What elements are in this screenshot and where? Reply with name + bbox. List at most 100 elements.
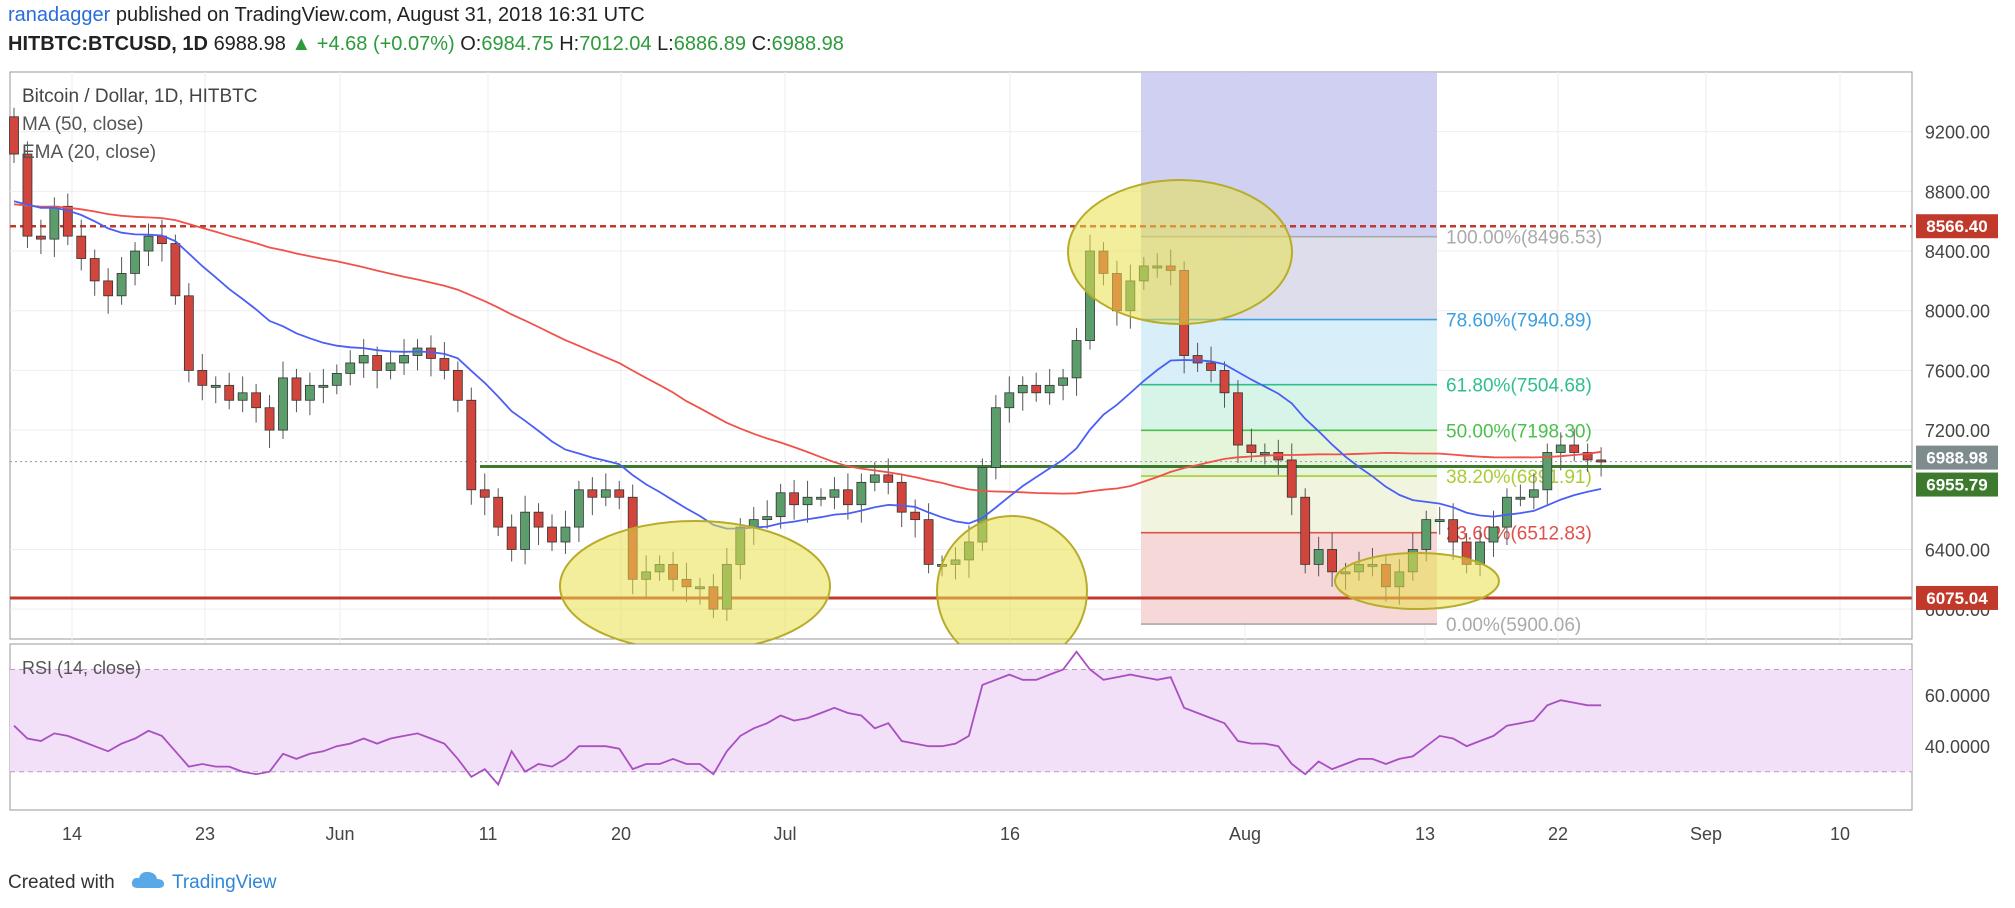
y-tick-label: 8800.00 [1925, 182, 1990, 202]
candle [1004, 392, 1015, 409]
y-tick-label: 9200.00 [1925, 123, 1990, 143]
x-tick-label: Jul [773, 824, 796, 844]
fib-zone [1141, 384, 1437, 431]
y-tick-label: 8400.00 [1925, 242, 1990, 262]
candle [143, 235, 154, 252]
candle [439, 358, 450, 371]
fib-label: 78.60%(7940.89) [1446, 311, 1592, 332]
tradingview-link[interactable]: TradingView [171, 872, 277, 894]
highlight-ellipse [1067, 179, 1293, 325]
candle [210, 384, 221, 388]
candle [816, 496, 826, 500]
candle [224, 384, 235, 401]
price-tag-label: 8566.40 [1926, 217, 1987, 236]
candle [76, 235, 87, 259]
candle [990, 407, 1001, 468]
candle [843, 489, 853, 506]
candle [1031, 384, 1042, 394]
candle [89, 258, 100, 282]
candle [520, 511, 530, 550]
open-label: O: [460, 33, 482, 55]
candle [170, 243, 181, 297]
high-label: H: [559, 33, 580, 55]
candle [910, 511, 921, 521]
candle [1071, 340, 1082, 379]
candle [62, 205, 73, 237]
candle [547, 526, 557, 543]
close-label: C: [751, 33, 772, 55]
candle [923, 519, 934, 565]
candle [237, 392, 248, 401]
price-tag [1916, 445, 1998, 470]
ema20-legend: EMA (20, close) [22, 142, 156, 163]
change-value: +4.68 (+0.07%) [316, 33, 455, 55]
highlight-ellipse [559, 520, 831, 652]
candle [1300, 496, 1311, 565]
candle [789, 492, 799, 506]
y-tick-label: 6400.00 [1925, 540, 1990, 560]
fib-label: 38.20%(6891.91) [1446, 467, 1592, 488]
price-axis: 9200.00 8800.00 8400.00 8000.00 7600.00 7200.… [1911, 72, 1998, 639]
candle [1569, 444, 1580, 453]
candle [1313, 549, 1324, 565]
candle [1219, 370, 1230, 394]
candle [1246, 444, 1257, 453]
candle [775, 492, 786, 518]
x-tick-label: 10 [1830, 824, 1850, 844]
price-tag [1916, 472, 1998, 497]
x-tick-label: 22 [1548, 824, 1568, 844]
price-tag-label: 6955.79 [1926, 476, 1987, 495]
candle [466, 399, 477, 491]
candle [197, 370, 208, 386]
chart-legend: Bitcoin / Dollar, 1D, HITBTC MA (50, clos… [22, 86, 257, 163]
candle [1273, 452, 1284, 461]
candle [452, 370, 463, 401]
candle [1542, 452, 1553, 491]
candle [493, 496, 504, 528]
candle [1515, 496, 1526, 500]
fib-label: 61.80%(7504.68) [1446, 376, 1592, 397]
candle [1259, 452, 1270, 455]
candle [318, 384, 329, 388]
y-tick-label: 7200.00 [1925, 421, 1990, 441]
candle [587, 489, 598, 498]
candle [762, 516, 773, 521]
candle [1528, 489, 1539, 498]
candle [1044, 384, 1055, 394]
fib-label: 50.00%(7198.30) [1446, 421, 1592, 442]
fibonacci-retracement: 100.00%(8496.53) 78.60%(7940.89) 61.80%(75… [1141, 228, 1602, 636]
candle [1582, 452, 1593, 461]
up-arrow-icon: ▲ [291, 33, 312, 55]
highlight-ellipse [1334, 552, 1500, 610]
x-tick-label: Jun [325, 824, 354, 844]
candle [1448, 519, 1459, 543]
fib-zone [1141, 319, 1437, 385]
x-tick-label: 23 [195, 824, 215, 844]
y-tick-label: 7600.00 [1925, 361, 1990, 381]
candle [1286, 459, 1297, 498]
published-text: published on TradingView.com, August 31,… [115, 4, 645, 26]
candle [533, 511, 544, 528]
x-tick-label: 14 [62, 824, 82, 844]
open-value: 6984.75 [481, 33, 554, 55]
price-chart[interactable]: 100.00%(8496.53) 78.60%(7940.89) 61.80%(75… [0, 64, 2015, 854]
tradingview-cloud-icon[interactable] [130, 870, 166, 896]
author-link[interactable]: ranadagger [8, 4, 111, 26]
x-tick-label: Sep [1690, 824, 1722, 844]
candle [1488, 526, 1499, 543]
candle [1421, 519, 1432, 550]
candle [264, 407, 275, 431]
candle [1596, 459, 1606, 463]
candle [1206, 362, 1216, 371]
time-axis: 14 23 Jun 11 20 Jul 16 Aug 13 22 Sep 10 [10, 809, 1912, 844]
candle [183, 295, 194, 371]
candle [345, 362, 356, 374]
candle [116, 273, 127, 297]
candle [331, 373, 342, 386]
fib-label: 0.00%(5900.06) [1446, 615, 1581, 636]
created-with-text: Created with [8, 872, 115, 894]
candle [399, 355, 409, 364]
rsi-tick-label: 40.0000 [1925, 737, 1990, 757]
x-tick-label: 16 [1000, 824, 1020, 844]
candle [372, 355, 383, 371]
